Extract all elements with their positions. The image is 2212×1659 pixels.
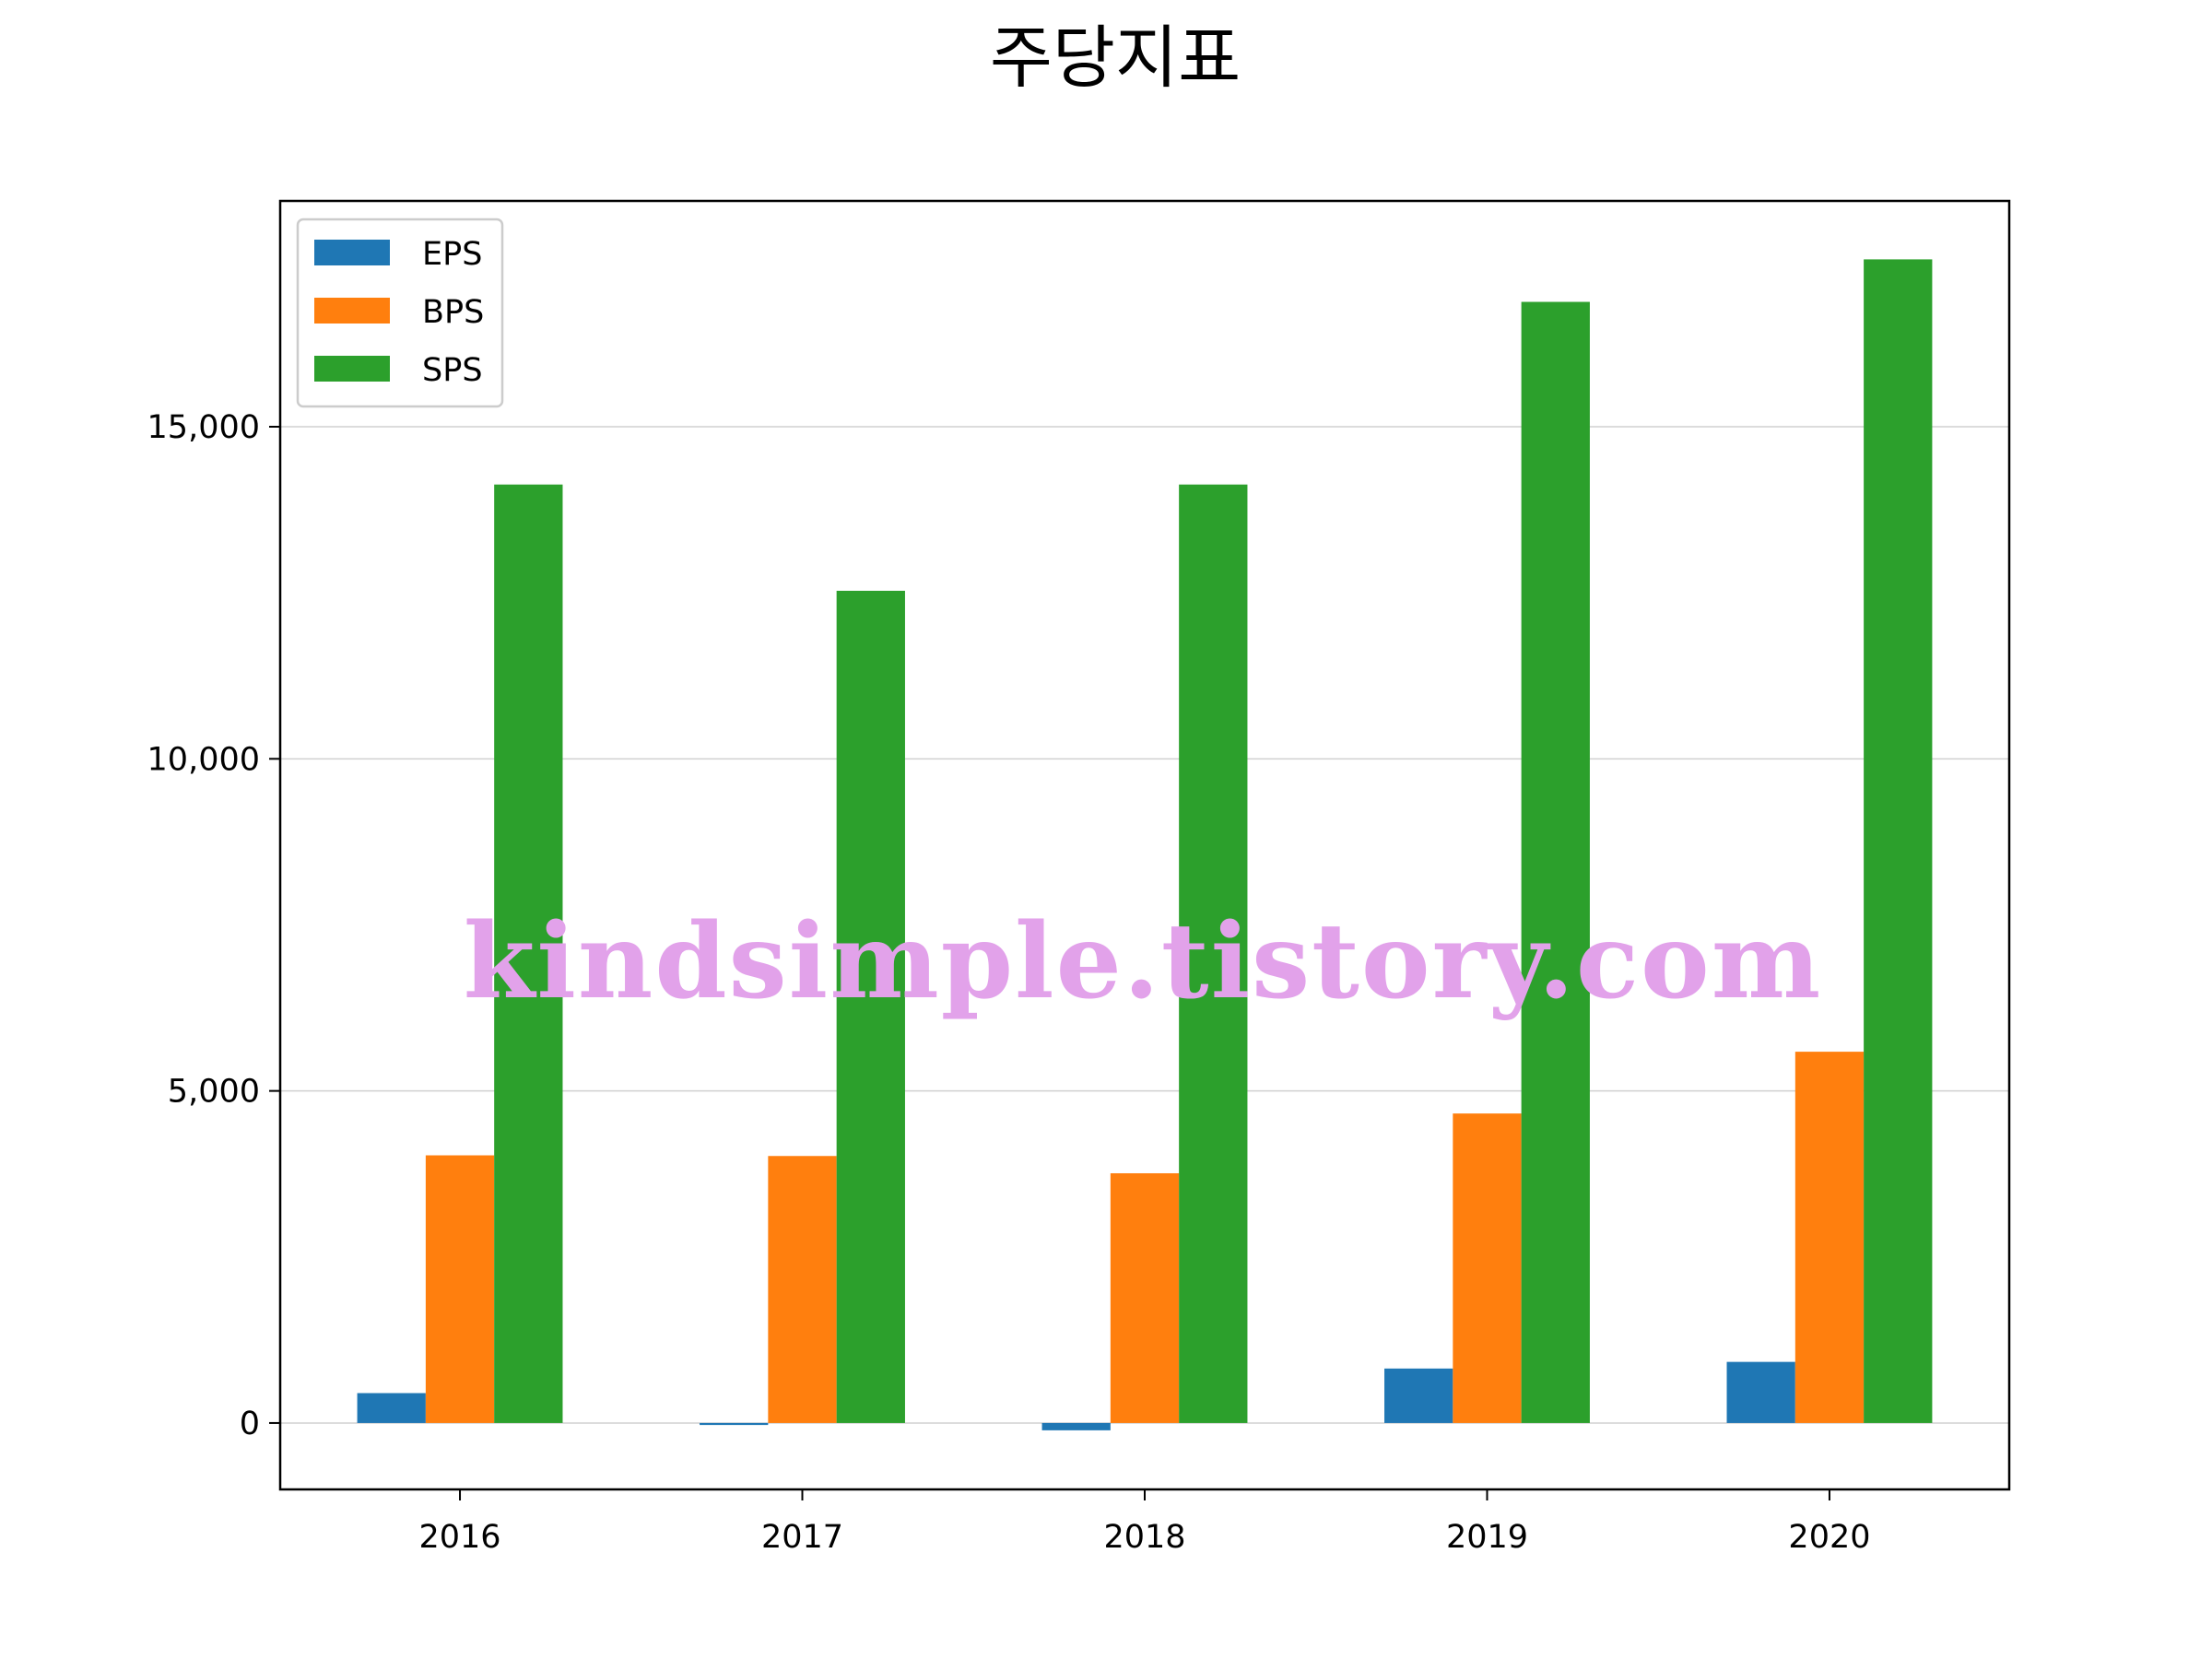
y-tick-label: 0: [240, 1406, 260, 1442]
bar-bps-2017: [768, 1156, 837, 1423]
legend: EPS BPS SPS: [296, 218, 504, 408]
legend-label-bps: BPS: [422, 294, 484, 331]
x-tick-label: 2020: [1788, 1519, 1870, 1556]
bar-sps-2019: [1521, 301, 1590, 1423]
legend-swatch-sps: [314, 356, 390, 382]
x-tick-label: 2016: [418, 1519, 500, 1556]
chart-title: 주당지표: [990, 18, 1241, 98]
bars: [357, 259, 1933, 1430]
bar-bps-2020: [1794, 1052, 1865, 1423]
y-tick-label: 10,000: [147, 741, 260, 778]
bar-eps-2020: [1726, 1361, 1795, 1423]
bar-sps-2016: [494, 484, 563, 1423]
legend-swatch-bps: [314, 298, 390, 324]
legend-label-sps: SPS: [422, 352, 483, 389]
y-axis: 0 5,000 10,000 15,000: [147, 409, 280, 1442]
bar-sps-2020: [1864, 259, 1933, 1423]
bar-bps-2018: [1110, 1172, 1180, 1423]
bar-eps-2019: [1384, 1368, 1453, 1423]
bar-sps-2017: [836, 591, 905, 1423]
y-tick-label: 15,000: [147, 409, 260, 446]
x-tick-label: 2018: [1103, 1519, 1185, 1556]
x-tick-label: 2017: [761, 1519, 843, 1556]
y-tick-label: 5,000: [168, 1074, 260, 1111]
bar-eps-2018: [1041, 1422, 1111, 1430]
legend-swatch-eps: [314, 240, 390, 265]
legend-label-eps: EPS: [422, 236, 482, 273]
watermark-text: kindsimple.tistory.com: [464, 901, 1823, 1022]
bar-eps-2017: [700, 1422, 769, 1426]
bar-eps-2016: [357, 1393, 426, 1423]
x-axis: 2016 2017 2018 2019 2020: [418, 1489, 1871, 1556]
bar-sps-2018: [1179, 484, 1248, 1423]
x-tick-label: 2019: [1446, 1519, 1528, 1556]
bar-bps-2016: [425, 1155, 495, 1423]
bar-bps-2019: [1453, 1113, 1522, 1423]
